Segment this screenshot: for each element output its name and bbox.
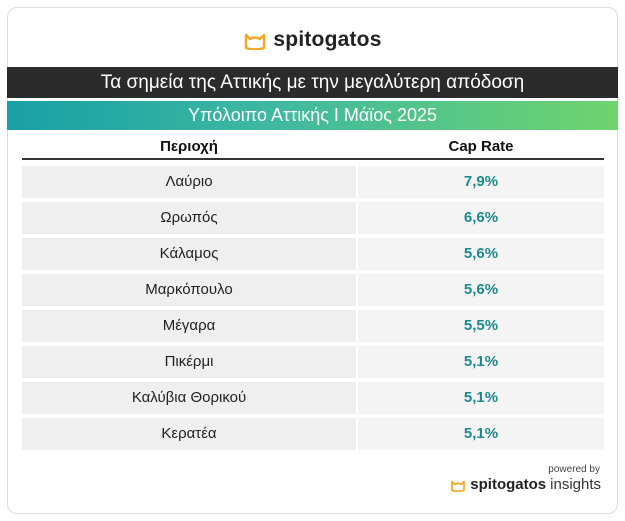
table-row: Λαύριο 7,9% (22, 166, 604, 198)
logo-text: spitogatos (273, 28, 382, 51)
table-row: Κερατέα 5,1% (22, 418, 604, 450)
column-header-cap-rate: Cap Rate (448, 138, 514, 155)
cap-rate-cell: 5,1% (358, 418, 604, 450)
table-row: Μαρκόπουλο 5,6% (22, 274, 604, 306)
footer-brand: spitogatos (470, 476, 547, 493)
cap-rate-cell: 7,9% (358, 166, 604, 198)
cap-rate-cell: 5,1% (358, 346, 604, 378)
region-cell: Κερατέα (22, 418, 356, 450)
cap-rate-cell: 6,6% (358, 202, 604, 234)
table-row: Κάλαμος 5,6% (22, 238, 604, 270)
chart-title: Τα σημεία της Αττικής με την μεγαλύτερη … (7, 67, 618, 98)
region-cell: Μέγαρα (22, 310, 356, 342)
cat-icon (245, 33, 266, 50)
table-row: Μέγαρα 5,5% (22, 310, 604, 342)
table-header: Περιοχή Cap Rate (22, 134, 604, 160)
region-cell: Πικέρμι (22, 346, 356, 378)
brand-logo: spitogatos (0, 28, 625, 52)
footer-logo: spitogatos insights (450, 476, 601, 493)
cap-rate-cell: 5,1% (358, 382, 604, 414)
cat-icon (451, 480, 466, 492)
region-cell: Καλύβια Θορικού (22, 382, 356, 414)
region-cell: Κάλαμος (22, 238, 356, 270)
table-body: Λαύριο 7,9% Ωρωπός 6,6% Κάλαμος 5,6% Μαρκόπουλ… (22, 166, 604, 454)
cap-rate-cell: 5,6% (358, 238, 604, 270)
region-cell: Ωρωπός (22, 202, 356, 234)
table-row: Καλύβια Θορικού 5,1% (22, 382, 604, 414)
cap-rate-cell: 5,5% (358, 310, 604, 342)
chart-subtitle: Υπόλοιπο Αττικής Ι Μάϊος 2025 (7, 101, 618, 130)
column-header-region: Περιοχή (160, 138, 218, 155)
region-cell: Λαύριο (22, 166, 356, 198)
table-row: Πικέρμι 5,1% (22, 346, 604, 378)
powered-by-label: powered by (548, 464, 600, 475)
region-cell: Μαρκόπουλο (22, 274, 356, 306)
footer-product: insights (550, 476, 601, 493)
cap-rate-cell: 5,6% (358, 274, 604, 306)
table-row: Ωρωπός 6,6% (22, 202, 604, 234)
